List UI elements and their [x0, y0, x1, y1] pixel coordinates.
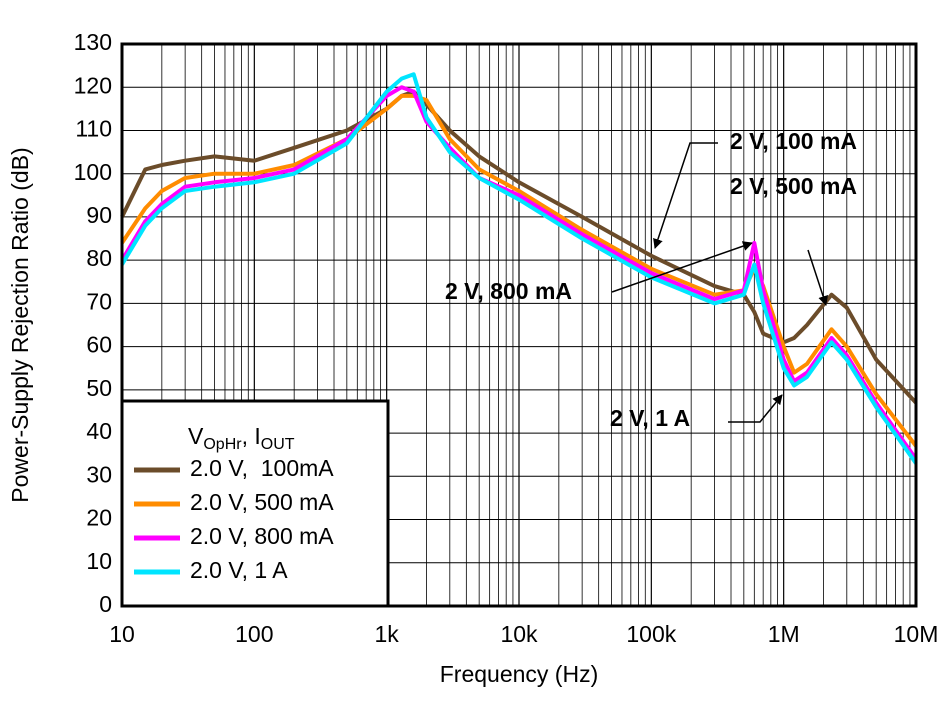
y-tick-label: 110: [75, 116, 112, 142]
legend-title-part: OpHr: [203, 436, 242, 453]
x-tick-label: 10k: [500, 621, 538, 647]
annotation: 2 V, 800 mA: [445, 278, 572, 304]
legend-label: 2.0 V, 1 A: [190, 557, 288, 583]
series-line: [120, 89, 918, 405]
legend-title-part: V: [188, 423, 204, 449]
legend-label: 2.0 V, 500 mA: [190, 489, 334, 515]
legend-title: VOpHr, IOUT: [188, 423, 295, 453]
x-tick-label: 100k: [626, 621, 676, 647]
x-tick-label: 10M: [894, 621, 939, 647]
x-axis-label: Frequency (Hz): [440, 661, 598, 687]
x-tick-label: 10: [109, 621, 135, 647]
series-line: [120, 72, 918, 465]
y-tick-label: 40: [86, 418, 112, 444]
x-tick-label: 1k: [375, 621, 400, 647]
y-tick-label: 120: [74, 72, 112, 98]
y-axis-label: Power-Supply Rejection Ratio (dB): [7, 147, 33, 502]
legend-title-part: , I: [242, 423, 261, 449]
y-tick-label: 20: [86, 505, 112, 531]
annotation-arrow: [653, 142, 718, 249]
legend-label: 2.0 V, 800 mA: [190, 523, 334, 549]
annotation-arrow: [728, 394, 783, 423]
legend-label: 2.0 V, 100mA: [190, 455, 334, 481]
annotation: 2 V, 500 mA: [730, 173, 857, 199]
y-tick-label: 60: [86, 332, 112, 358]
y-tick-label: 80: [86, 245, 112, 271]
annotation: 2 V, 1 A: [610, 405, 690, 431]
y-tick-label: 70: [86, 288, 112, 314]
plot-frame: [120, 42, 918, 608]
y-tick-label: 50: [86, 375, 112, 401]
legend-title-part: OUT: [261, 436, 295, 453]
y-tick-label: 130: [74, 29, 112, 55]
x-tick-label: 100: [235, 621, 273, 647]
y-tick-label: 10: [86, 548, 112, 574]
y-tick-label: 30: [86, 461, 112, 487]
y-tick-label: 0: [99, 591, 112, 617]
annotation-arrow: [807, 249, 828, 306]
series-line: [120, 93, 918, 448]
x-tick-label: 1M: [768, 621, 800, 647]
annotation-arrow: [611, 241, 753, 293]
y-tick-label: 90: [86, 202, 112, 228]
annotation: 2 V, 100 mA: [730, 128, 857, 154]
y-tick-label: 100: [74, 159, 112, 185]
